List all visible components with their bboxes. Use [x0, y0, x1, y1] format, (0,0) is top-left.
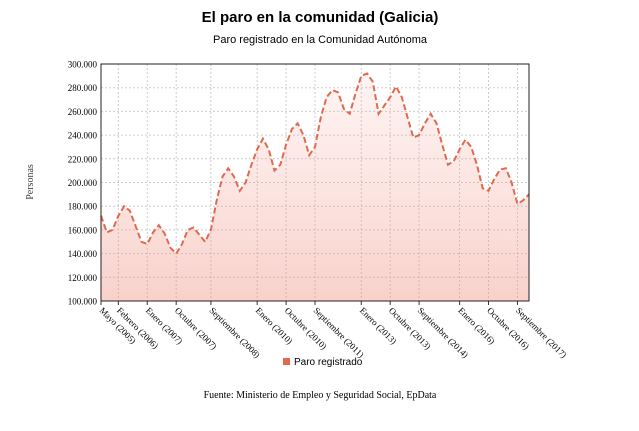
y-tick-label: 180.000 — [68, 202, 98, 212]
area — [101, 73, 529, 301]
x-tick-label: Septiembre (2011) — [312, 305, 366, 359]
y-tick-label: 300.000 — [68, 60, 98, 70]
chart-subtitle: Paro registrado en la Comunidad Autónoma — [213, 34, 428, 46]
y-tick-label: 140.000 — [68, 249, 98, 259]
source: Fuente: Ministerio de Empleo y Seguridad… — [204, 390, 437, 401]
y-tick-label: 260.000 — [68, 107, 98, 117]
y-tick-label: 220.000 — [68, 154, 98, 164]
legend-label: Paro registrado — [294, 357, 363, 368]
line — [100, 72, 530, 256]
chart-title: El paro en la comunidad (Galicia) — [202, 9, 439, 26]
y-tick-label: 160.000 — [68, 225, 98, 235]
y-tick-label: 120.000 — [68, 273, 98, 283]
legend-marker — [283, 358, 290, 365]
x-tick-label: Septiembre (2008) — [207, 305, 262, 360]
y-tick-label: 200.000 — [68, 178, 98, 188]
y-tick-label: 240.000 — [68, 131, 98, 141]
plot-border — [100, 63, 530, 302]
y-tick-label: 280.000 — [68, 83, 98, 93]
x-tick-label: Septiembre (2017) — [514, 305, 569, 360]
y-tick-label: 100.000 — [68, 297, 98, 307]
y-axis-label: Personas — [25, 164, 36, 200]
